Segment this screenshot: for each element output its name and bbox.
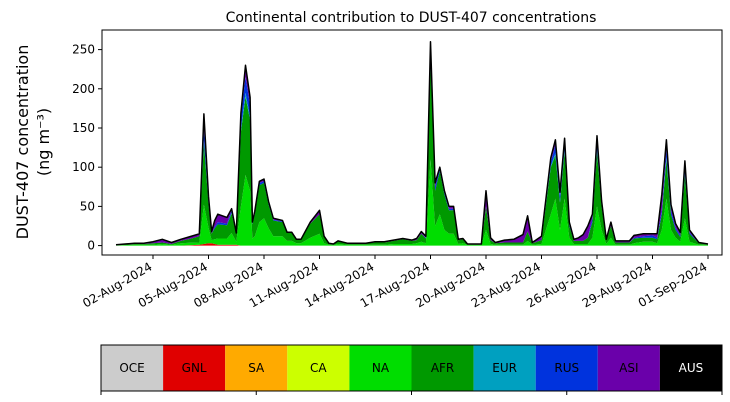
chart-title: Continental contribution to DUST-407 con… (226, 10, 597, 26)
y-tick-label: 0 (87, 239, 95, 253)
y-axis-label-line2: (ng m⁻³) (34, 108, 53, 176)
legend-label-gnl: GNL (182, 361, 207, 375)
legend-swatch-ca (287, 345, 350, 391)
y-axis-label: DUST-407 concentration (ng m⁻³) (13, 45, 53, 240)
legend-swatch-na (349, 345, 412, 391)
legend-label-aus: AUS (679, 361, 704, 375)
series-area-na (116, 159, 708, 246)
total-line (115, 41, 709, 246)
legend-swatch-aus (659, 345, 722, 391)
plot-frame (101, 29, 723, 256)
legend-label-rus: RUS (554, 361, 579, 375)
y-axis: 0 50 100 150 200 250 (72, 43, 102, 253)
legend-swatch-oce (101, 345, 164, 391)
y-tick-label: 100 (72, 160, 95, 174)
legend-swatch-eur (473, 345, 536, 391)
legend-label-oce: OCE (119, 361, 144, 375)
legend-bar: OCE GNL SA CA NA AFR EUR RUS ASI AUS (100, 344, 723, 395)
legend-swatch-afr (411, 345, 474, 391)
x-axis: 02-Aug-202405-Aug-202408-Aug-202411-Aug-… (80, 255, 710, 310)
legend-label-na: NA (372, 361, 390, 375)
legend-label-ca: CA (310, 361, 327, 375)
legend-label-asi: ASI (619, 361, 638, 375)
legend-swatch-gnl (163, 345, 226, 391)
y-tick-label: 150 (72, 121, 95, 135)
legend-label-eur: EUR (492, 361, 517, 375)
y-tick-label: 250 (72, 43, 95, 57)
y-axis-label-line1: DUST-407 concentration (13, 45, 32, 240)
legend-label-sa: SA (248, 361, 265, 375)
legend-label-afr: AFR (431, 361, 454, 375)
legend-swatch-rus (535, 345, 598, 391)
legend-swatch-asi (597, 345, 660, 391)
y-tick-label: 200 (72, 82, 95, 96)
plot-area (101, 29, 723, 256)
series-area-rus (116, 47, 708, 245)
series-area-asi (116, 41, 708, 245)
legend-swatch-sa (225, 345, 288, 391)
y-tick-label: 50 (80, 199, 95, 213)
series-area-afr (116, 61, 708, 246)
